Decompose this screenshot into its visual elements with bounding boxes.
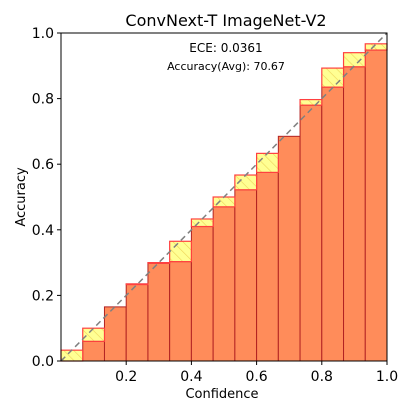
gap-bar bbox=[169, 240, 193, 263]
y-tick-label: 0.6 bbox=[32, 157, 54, 173]
accuracy-bar bbox=[364, 49, 388, 362]
accuracy-bar bbox=[256, 171, 279, 362]
y-tick-label: 0.8 bbox=[32, 92, 54, 108]
plot-area: 0.2 0.4 0.6 0.8 1.0 0.0 0.2 0.4 0.6 0.8 1.0 bbox=[32, 26, 398, 385]
gap-bar bbox=[256, 152, 279, 174]
gap-bar bbox=[82, 327, 106, 342]
y-tick-label: 1.0 bbox=[32, 26, 54, 42]
accuracy-bar bbox=[147, 262, 171, 362]
accuracy-bar bbox=[343, 66, 366, 362]
y-tick-label: 0.4 bbox=[32, 223, 54, 239]
accuracy-bar bbox=[277, 135, 301, 362]
accuracy-bar bbox=[169, 261, 192, 362]
x-axis-label: Confidence bbox=[185, 387, 258, 402]
gap-bar bbox=[212, 196, 236, 208]
gap-bar bbox=[190, 218, 214, 228]
y-axis-label: Accuracy bbox=[14, 167, 29, 227]
gap-bar bbox=[125, 283, 149, 286]
y-tick-label: 0.0 bbox=[32, 354, 54, 370]
plot-frame bbox=[60, 32, 388, 362]
x-tick-label: 1.0 bbox=[376, 369, 398, 385]
accuracy-bar bbox=[321, 86, 345, 362]
y-tick-label: 0.2 bbox=[32, 288, 54, 304]
gap-bar bbox=[364, 43, 388, 51]
perfect-calibration-line bbox=[60, 32, 388, 362]
chart-title: ConvNext-T ImageNet-V2 bbox=[125, 11, 326, 30]
accuracy-bar bbox=[299, 104, 323, 362]
accuracy-bar bbox=[190, 226, 214, 362]
accuracy-annotation: Accuracy(Avg): 70.67 bbox=[167, 60, 285, 73]
gap-bar bbox=[342, 52, 366, 68]
gap-bar bbox=[60, 349, 84, 362]
x-tick-label: 0.8 bbox=[311, 369, 333, 385]
x-tick-label: 0.4 bbox=[180, 369, 202, 385]
gap-bar bbox=[321, 67, 345, 88]
accuracy-bar bbox=[125, 283, 149, 362]
gap-bar bbox=[147, 262, 171, 264]
x-tick-label: 0.6 bbox=[245, 369, 267, 385]
ece-annotation: ECE: 0.0361 bbox=[189, 41, 262, 55]
accuracy-bar bbox=[212, 206, 236, 362]
gap-bar bbox=[299, 98, 323, 106]
accuracy-bar bbox=[234, 189, 258, 362]
accuracy-bar bbox=[82, 340, 105, 362]
x-tick-label: 0.2 bbox=[115, 369, 137, 385]
